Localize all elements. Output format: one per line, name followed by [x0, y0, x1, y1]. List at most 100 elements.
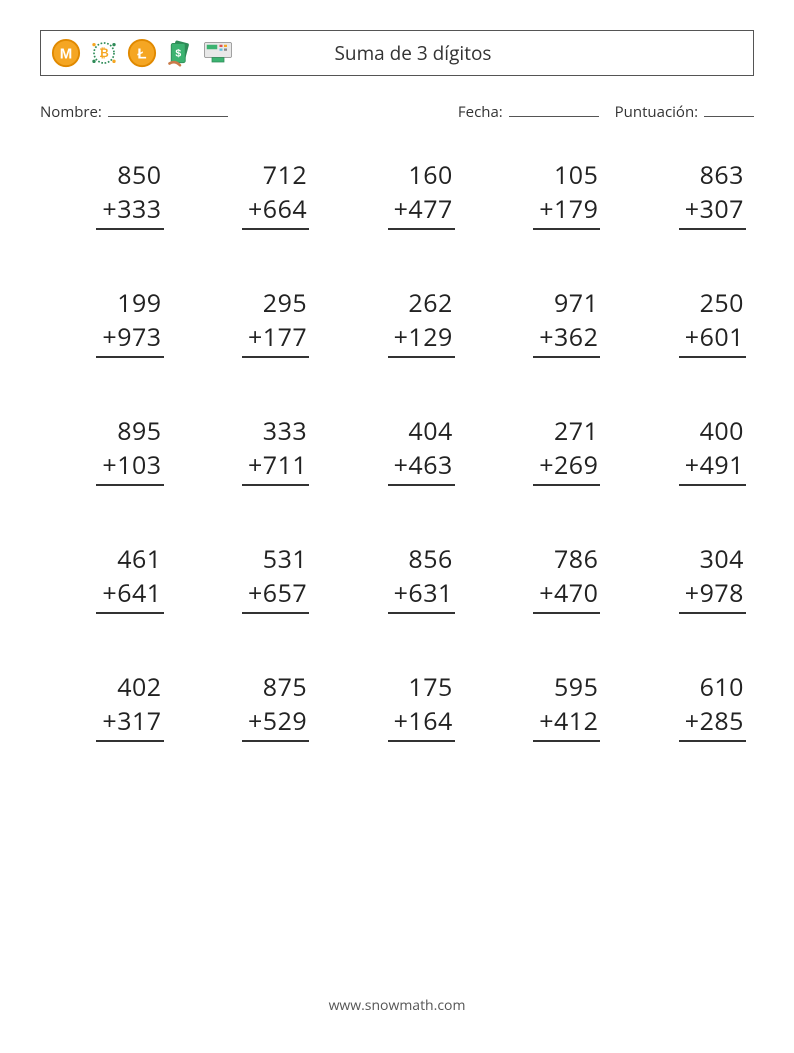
atm-icon: [203, 38, 233, 68]
addend-top: 863: [700, 158, 746, 192]
addition-problem: 304+978: [630, 542, 746, 614]
addition-problem: 199+973: [48, 286, 164, 358]
svg-text:M: M: [60, 46, 73, 63]
addend-bottom: +529: [242, 704, 309, 742]
addition-problem: 712+664: [194, 158, 310, 230]
addend-bottom: +631: [388, 576, 455, 614]
addend-top: 105: [554, 158, 600, 192]
addition-problem: 105+179: [485, 158, 601, 230]
worksheet-title: Suma de 3 dígitos: [233, 40, 743, 66]
score-field: Puntuación:: [615, 102, 754, 122]
worksheet-page: M ₿ Ł $ Suma de 3 dígitos Nombre: Fecha:: [0, 0, 794, 742]
addition-problem: 175+164: [339, 670, 455, 742]
addition-problem: 160+477: [339, 158, 455, 230]
addend-bottom: +179: [533, 192, 600, 230]
addend-bottom: +307: [679, 192, 746, 230]
addend-bottom: +601: [679, 320, 746, 358]
addend-bottom: +103: [96, 448, 163, 486]
addend-bottom: +641: [96, 576, 163, 614]
addend-top: 402: [117, 670, 163, 704]
addend-bottom: +177: [242, 320, 309, 358]
addend-top: 856: [408, 542, 454, 576]
addition-problem: 863+307: [630, 158, 746, 230]
addition-problem: 531+657: [194, 542, 310, 614]
addition-problem: 402+317: [48, 670, 164, 742]
header-icons: M ₿ Ł $: [51, 38, 233, 68]
addend-bottom: +470: [533, 576, 600, 614]
addend-top: 850: [117, 158, 163, 192]
addition-problem: 333+711: [194, 414, 310, 486]
date-blank: [509, 102, 599, 117]
addend-bottom: +477: [388, 192, 455, 230]
svg-text:₿: ₿: [99, 47, 109, 60]
addend-top: 333: [263, 414, 309, 448]
addition-problem: 400+491: [630, 414, 746, 486]
addend-top: 895: [117, 414, 163, 448]
addition-problem: 786+470: [485, 542, 601, 614]
footer-url: www.snowmath.com: [0, 996, 794, 1015]
addition-problem: 404+463: [339, 414, 455, 486]
addend-bottom: +129: [388, 320, 455, 358]
addition-problem: 850+333: [48, 158, 164, 230]
addition-problem: 271+269: [485, 414, 601, 486]
addition-problem: 262+129: [339, 286, 455, 358]
addend-bottom: +317: [96, 704, 163, 742]
addition-problem: 856+631: [339, 542, 455, 614]
bitcoin-icon: ₿: [89, 38, 119, 68]
addend-bottom: +164: [388, 704, 455, 742]
score-blank: [704, 102, 754, 117]
addend-top: 199: [117, 286, 163, 320]
addend-top: 404: [408, 414, 454, 448]
addend-top: 786: [554, 542, 600, 576]
addend-top: 271: [554, 414, 600, 448]
cash-icon: $: [165, 38, 195, 68]
svg-text:$: $: [175, 48, 181, 60]
addend-top: 610: [700, 670, 746, 704]
addend-bottom: +711: [242, 448, 309, 486]
addend-bottom: +362: [533, 320, 600, 358]
addend-bottom: +463: [388, 448, 455, 486]
addend-top: 160: [408, 158, 454, 192]
problems-grid: 850+333712+664160+477105+179863+307199+9…: [40, 158, 754, 742]
header-bar: M ₿ Ł $ Suma de 3 dígitos: [40, 30, 754, 76]
addend-bottom: +333: [96, 192, 163, 230]
addend-top: 304: [700, 542, 746, 576]
addend-top: 712: [263, 158, 309, 192]
addend-top: 531: [263, 542, 309, 576]
monero-icon: M: [51, 38, 81, 68]
addend-top: 295: [263, 286, 309, 320]
addend-top: 250: [700, 286, 746, 320]
addend-top: 461: [117, 542, 163, 576]
addition-problem: 875+529: [194, 670, 310, 742]
date-label: Fecha:: [458, 102, 503, 122]
addition-problem: 295+177: [194, 286, 310, 358]
name-blank: [108, 102, 228, 117]
addend-top: 400: [700, 414, 746, 448]
addition-problem: 610+285: [630, 670, 746, 742]
addend-top: 875: [263, 670, 309, 704]
addend-top: 971: [554, 286, 600, 320]
addend-bottom: +664: [242, 192, 309, 230]
addition-problem: 250+601: [630, 286, 746, 358]
addition-problem: 595+412: [485, 670, 601, 742]
addend-bottom: +491: [679, 448, 746, 486]
addend-bottom: +285: [679, 704, 746, 742]
addend-bottom: +269: [533, 448, 600, 486]
name-label: Nombre:: [40, 102, 102, 122]
addend-bottom: +978: [679, 576, 746, 614]
addition-problem: 971+362: [485, 286, 601, 358]
score-label: Puntuación:: [615, 102, 698, 122]
addend-bottom: +657: [242, 576, 309, 614]
name-field: Nombre:: [40, 102, 228, 122]
addend-bottom: +412: [533, 704, 600, 742]
addend-top: 595: [554, 670, 600, 704]
litecoin-icon: Ł: [127, 38, 157, 68]
addend-bottom: +973: [96, 320, 163, 358]
addition-problem: 461+641: [48, 542, 164, 614]
info-line: Nombre: Fecha: Puntuación:: [40, 102, 754, 122]
addend-top: 262: [408, 286, 454, 320]
date-field: Fecha:: [458, 102, 599, 122]
addend-top: 175: [408, 670, 454, 704]
addition-problem: 895+103: [48, 414, 164, 486]
svg-text:Ł: Ł: [137, 46, 146, 63]
